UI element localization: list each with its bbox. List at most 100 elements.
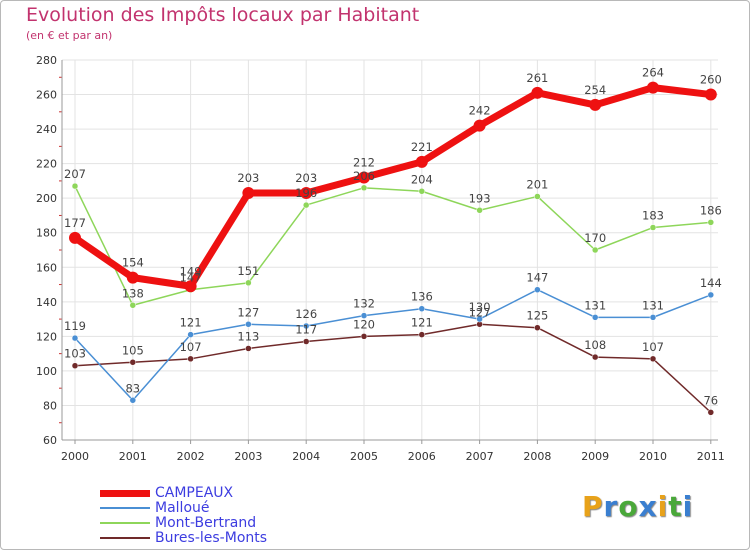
data-label-malloue: 127 — [237, 305, 259, 319]
legend-swatch — [100, 522, 150, 524]
data-label-campeaux: 203 — [237, 171, 259, 185]
data-label-mont-bertrand: 170 — [584, 231, 606, 245]
y-tick-label: 260 — [36, 89, 57, 102]
point-campeaux — [126, 271, 139, 284]
data-label-campeaux: 264 — [642, 66, 664, 80]
point-campeaux — [415, 155, 428, 168]
x-tick-label: 2001 — [119, 450, 147, 463]
point-bures-les-monts — [591, 353, 599, 361]
data-label-malloue: 132 — [353, 297, 375, 311]
chart-subtitle: (en € et par an) — [26, 29, 113, 42]
series-line-malloue — [74, 288, 712, 402]
point-malloue — [649, 314, 657, 321]
data-label-campeaux: 203 — [295, 171, 317, 185]
point-campeaux — [647, 81, 659, 94]
data-label-campeaux: 261 — [526, 71, 548, 85]
data-label-mont-bertrand: 183 — [642, 209, 664, 223]
x-tick-label: 2003 — [234, 450, 262, 463]
point-campeaux — [473, 119, 486, 132]
y-tick-label: 240 — [36, 123, 57, 136]
legend-swatch — [100, 537, 150, 539]
data-label-bures-les-monts: 127 — [469, 305, 491, 319]
point-bures-les-monts — [245, 345, 252, 352]
point-mont-bertrand — [476, 207, 483, 214]
logo-letter: x — [638, 490, 658, 523]
point-mont-bertrand — [360, 184, 368, 192]
y-tick-label: 180 — [36, 227, 57, 240]
legend-label: CAMPEAUX — [155, 485, 234, 501]
point-mont-bertrand — [649, 224, 657, 231]
data-label-campeaux: 221 — [411, 140, 433, 154]
data-label-bures-les-monts: 120 — [353, 317, 375, 331]
data-label-mont-bertrand: 151 — [237, 264, 259, 278]
point-malloue — [245, 321, 252, 328]
point-bures-les-monts — [302, 338, 310, 345]
data-label-mont-bertrand: 196 — [295, 186, 317, 200]
data-labels: 177 154 149 203 203 212 221 242 261 254 264 260 119 8… — [64, 66, 722, 408]
x-tick-label: 2011 — [697, 450, 725, 463]
data-label-malloue: 136 — [411, 290, 433, 304]
y-tick-label: 120 — [36, 330, 57, 343]
point-bures-les-monts — [707, 409, 715, 416]
point-campeaux — [531, 86, 544, 99]
point-campeaux — [300, 187, 313, 199]
legend-label: Mont-Bertrand — [155, 515, 257, 531]
x-tick-label: 2002 — [177, 450, 205, 463]
data-label-bures-les-monts: 76 — [703, 393, 718, 407]
data-label-bures-les-monts: 113 — [237, 329, 259, 343]
data-label-malloue: 83 — [125, 381, 140, 395]
x-tick-label: 2009 — [581, 450, 609, 463]
point-malloue — [534, 286, 541, 293]
point-mont-bertrand — [418, 188, 426, 195]
x-tick-label: 2004 — [292, 450, 320, 463]
grid — [62, 59, 718, 441]
data-label-bures-les-monts: 107 — [180, 340, 202, 354]
data-label-campeaux: 260 — [700, 73, 722, 87]
x-tick-label: 2000 — [61, 450, 89, 463]
point-bures-les-monts — [360, 333, 368, 340]
point-campeaux — [589, 98, 602, 111]
data-label-malloue: 147 — [526, 271, 548, 285]
data-label-mont-bertrand: 206 — [353, 169, 375, 183]
legend-label: Malloué — [155, 500, 210, 516]
y-tick-label: 140 — [36, 296, 57, 309]
y-tick-label: 160 — [36, 261, 57, 274]
data-label-malloue: 144 — [700, 276, 722, 290]
legend-label: Bures-les-Monts — [155, 530, 268, 546]
data-label-malloue: 121 — [180, 316, 202, 330]
data-label-malloue: 119 — [64, 319, 86, 333]
x-tick-label: 2007 — [466, 450, 494, 463]
y-tick-label: 220 — [36, 158, 57, 171]
point-campeaux — [184, 280, 197, 293]
data-label-campeaux: 254 — [584, 83, 606, 97]
logo-letter: o — [618, 490, 639, 523]
x-tick-label: 2010 — [639, 450, 667, 463]
proxiti-logo: Proxiti — [582, 490, 693, 523]
data-label-campeaux: 154 — [122, 256, 144, 270]
axes: 60 80 100 120 140 160 180 200 220 240 260 280 2000 20… — [36, 54, 725, 463]
point-campeaux — [69, 231, 81, 244]
point-mont-bertrand — [245, 279, 252, 287]
data-label-malloue: 126 — [295, 307, 317, 321]
point-mont-bertrand — [71, 182, 79, 190]
x-tick-label: 2008 — [523, 450, 551, 463]
point-malloue — [302, 322, 310, 330]
point-malloue — [187, 331, 194, 338]
point-campeaux — [704, 88, 717, 101]
point-bures-les-monts — [187, 355, 194, 363]
point-mont-bertrand — [302, 201, 310, 209]
x-tick-label: 2006 — [408, 450, 436, 463]
y-tick-label: 80 — [43, 399, 57, 412]
point-malloue — [71, 334, 79, 342]
data-label-mont-bertrand: 207 — [64, 167, 86, 181]
data-label-mont-bertrand: 186 — [700, 203, 722, 217]
point-mont-bertrand — [534, 193, 541, 200]
point-bures-les-monts — [649, 355, 657, 363]
point-bures-les-monts — [129, 359, 137, 366]
legend-swatch — [100, 489, 150, 497]
logo-letter: i — [682, 490, 694, 523]
data-label-bures-les-monts: 107 — [642, 340, 664, 354]
legend-swatch — [100, 507, 150, 509]
logo-letter: P — [582, 490, 604, 523]
